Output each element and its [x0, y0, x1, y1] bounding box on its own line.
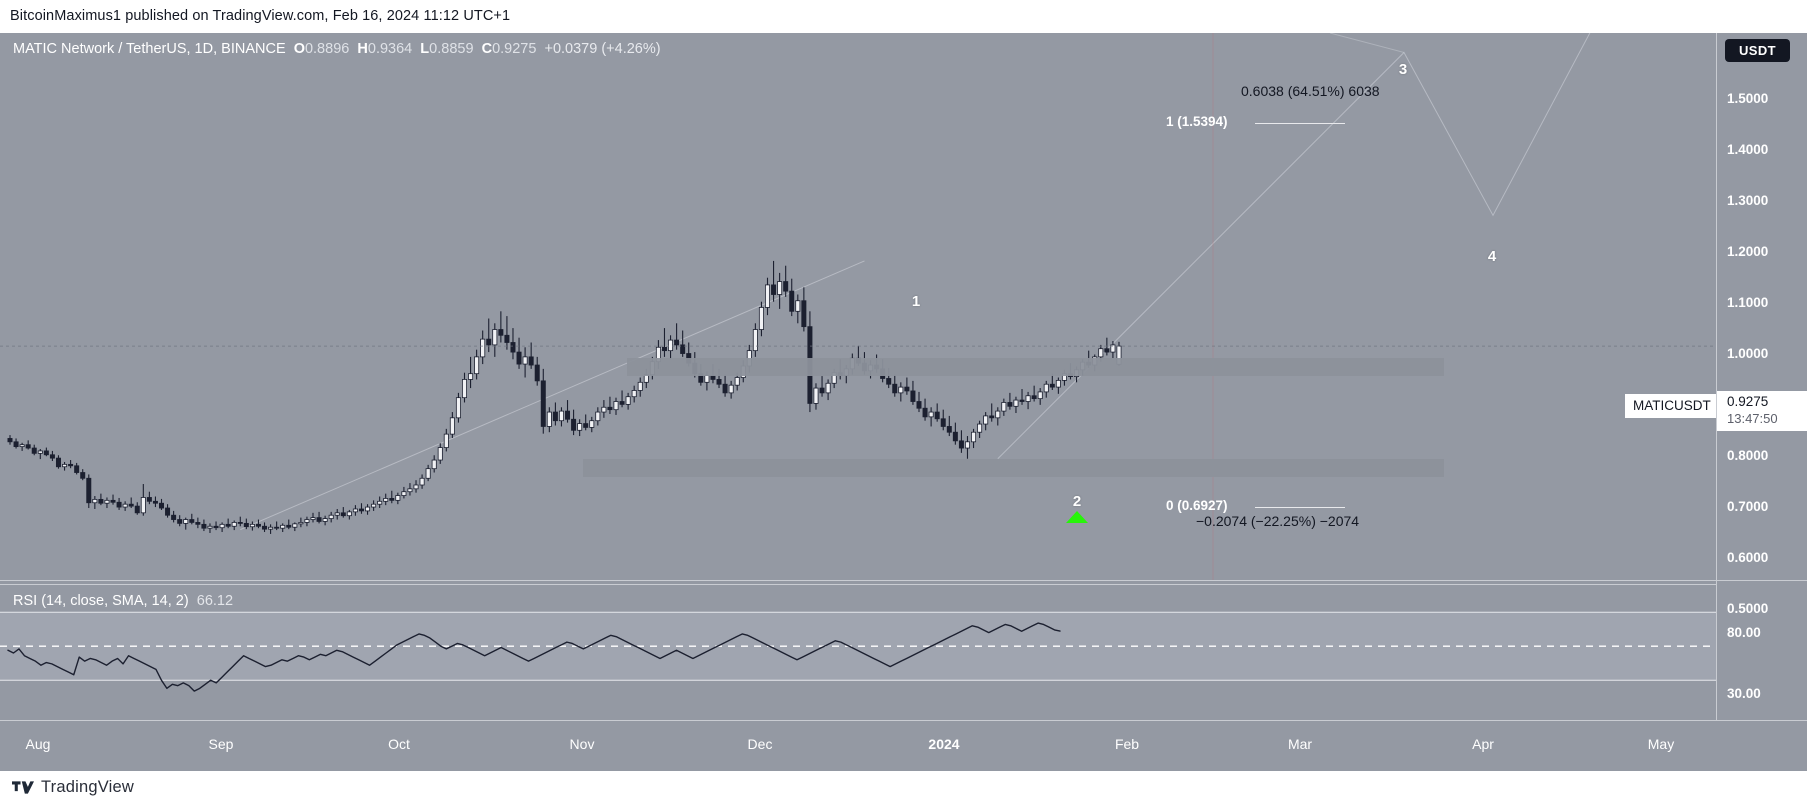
- fib-line-bottom: [1255, 507, 1345, 508]
- fib-line-top: [1255, 123, 1345, 124]
- chart-frame: MATIC Network / TetherUS, 1D, BINANCE O0…: [0, 33, 1807, 771]
- axis-tick-1: 1.4000: [1727, 142, 1769, 157]
- legend-open-value: 0.8896: [304, 41, 350, 57]
- measure-label-up: 0.6038 (64.51%) 6038: [1241, 83, 1380, 99]
- legend-low-key: L: [420, 41, 430, 57]
- axis-tick-9: 0.5000: [1727, 601, 1769, 616]
- wave-label-3: 3: [1398, 61, 1408, 78]
- axis-currency-badge: USDT: [1725, 39, 1790, 62]
- fib-label-top: 1 (1.5394): [1166, 114, 1228, 129]
- time-tick-apr: Apr: [1472, 736, 1494, 752]
- time-tick-dec: Dec: [747, 736, 773, 752]
- legend-open-key: O: [293, 41, 305, 57]
- current-price-value: 0.9275: [1727, 394, 1769, 409]
- axis-tick-6: 0.8000: [1727, 448, 1769, 463]
- axis-tick-7: 0.7000: [1727, 499, 1769, 514]
- legend-change: +0.0379 (+4.26%): [544, 41, 661, 57]
- axis-tick-4: 1.1000: [1727, 295, 1769, 310]
- axis-tick-3: 1.2000: [1727, 244, 1769, 259]
- tradingview-brand: TradingView: [41, 778, 134, 796]
- resistance-zone: [627, 358, 1444, 376]
- legend-low-value: 0.8859: [429, 41, 474, 57]
- wave-label-4: 4: [1487, 248, 1497, 265]
- axis-divider-price-rsi: [1716, 580, 1807, 581]
- axis-tick-5: 1.0000: [1727, 346, 1769, 361]
- axis-tick-0: 1.5000: [1727, 91, 1769, 106]
- rsi-axis-tick-80: 80.00: [1727, 625, 1761, 640]
- rsi-axis-tick-30: 30.00: [1727, 686, 1761, 701]
- axis-tick-8: 0.6000: [1727, 550, 1769, 565]
- pane-divider: [0, 580, 1716, 581]
- legend-close-key: C: [481, 41, 493, 57]
- legend-close-value: 0.9275: [492, 41, 537, 57]
- axis-tick-2: 1.3000: [1727, 193, 1769, 208]
- legend-symbol: MATIC Network / TetherUS, 1D, BINANCE: [13, 41, 286, 57]
- wave-label-2: 2: [1072, 493, 1082, 510]
- fib-label-bottom: 0 (0.6927): [1166, 498, 1228, 513]
- legend-high-value: 0.9364: [367, 41, 413, 57]
- rsi-legend-title: RSI (14, close, SMA, 14, 2): [13, 593, 189, 609]
- price-axis[interactable]: USDT 1.5000 1.4000 1.3000 1.2000 1.1000 …: [1716, 33, 1807, 771]
- wave-label-1: 1: [911, 293, 921, 310]
- rsi-legend[interactable]: RSI (14, close, SMA, 14, 2) 66.12: [13, 593, 233, 609]
- bar-countdown: 13:47:50: [1727, 410, 1778, 426]
- time-tick-aug: Aug: [25, 736, 51, 752]
- rsi-series: [0, 611, 1716, 692]
- candlestick-series: [0, 33, 1716, 580]
- time-tick-may: May: [1647, 736, 1675, 752]
- measure-label-down: −0.2074 (−22.25%) −2074: [1196, 513, 1360, 529]
- symbol-price-tag: MATICUSDT: [1625, 394, 1716, 418]
- time-tick-sep: Sep: [208, 736, 234, 752]
- symbol-legend[interactable]: MATIC Network / TetherUS, 1D, BINANCE O0…: [13, 41, 661, 57]
- rsi-legend-value: 66.12: [196, 593, 234, 609]
- rsi-pane[interactable]: RSI (14, close, SMA, 14, 2) 66.12: [0, 584, 1716, 720]
- time-tick-feb: Feb: [1114, 736, 1140, 752]
- tradingview-logo-icon: [12, 780, 34, 795]
- time-axis[interactable]: Aug Sep Oct Nov Dec 2024 Feb Mar Apr May: [0, 720, 1807, 771]
- price-pane[interactable]: MATIC Network / TetherUS, 1D, BINANCE O0…: [0, 33, 1716, 580]
- time-tick-oct: Oct: [388, 736, 410, 752]
- time-tick-nov: Nov: [569, 736, 595, 752]
- current-price-tag: 0.9275 13:47:50: [1717, 391, 1807, 432]
- buy-triangle-icon: [1066, 511, 1088, 523]
- support-zone: [583, 459, 1444, 477]
- time-tick-mar: Mar: [1287, 736, 1313, 752]
- footer: TradingView: [12, 778, 134, 797]
- legend-high-key: H: [357, 41, 368, 57]
- time-tick-2024: 2024: [928, 736, 960, 752]
- publisher-byline: BitcoinMaximus1 published on TradingView…: [10, 8, 511, 24]
